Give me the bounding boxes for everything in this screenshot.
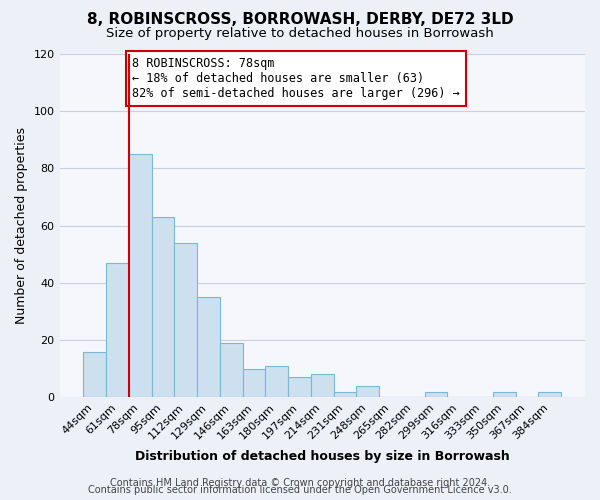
Bar xyxy=(152,217,175,398)
X-axis label: Distribution of detached houses by size in Borrowash: Distribution of detached houses by size … xyxy=(135,450,509,462)
Text: Contains public sector information licensed under the Open Government Licence v3: Contains public sector information licen… xyxy=(88,485,512,495)
Bar xyxy=(220,343,242,398)
Bar xyxy=(242,368,265,398)
Bar xyxy=(425,392,448,398)
Bar xyxy=(356,386,379,398)
Bar xyxy=(538,392,561,398)
Text: Contains HM Land Registry data © Crown copyright and database right 2024.: Contains HM Land Registry data © Crown c… xyxy=(110,478,490,488)
Bar xyxy=(493,392,515,398)
Bar xyxy=(175,243,197,398)
Bar xyxy=(288,378,311,398)
Bar xyxy=(106,263,129,398)
Bar xyxy=(129,154,152,398)
Bar xyxy=(197,297,220,398)
Y-axis label: Number of detached properties: Number of detached properties xyxy=(15,127,28,324)
Text: 8 ROBINSCROSS: 78sqm
← 18% of detached houses are smaller (63)
82% of semi-detac: 8 ROBINSCROSS: 78sqm ← 18% of detached h… xyxy=(133,57,460,100)
Bar xyxy=(265,366,288,398)
Text: 8, ROBINSCROSS, BORROWASH, DERBY, DE72 3LD: 8, ROBINSCROSS, BORROWASH, DERBY, DE72 3… xyxy=(86,12,514,28)
Bar xyxy=(83,352,106,398)
Text: Size of property relative to detached houses in Borrowash: Size of property relative to detached ho… xyxy=(106,28,494,40)
Bar xyxy=(334,392,356,398)
Bar xyxy=(311,374,334,398)
